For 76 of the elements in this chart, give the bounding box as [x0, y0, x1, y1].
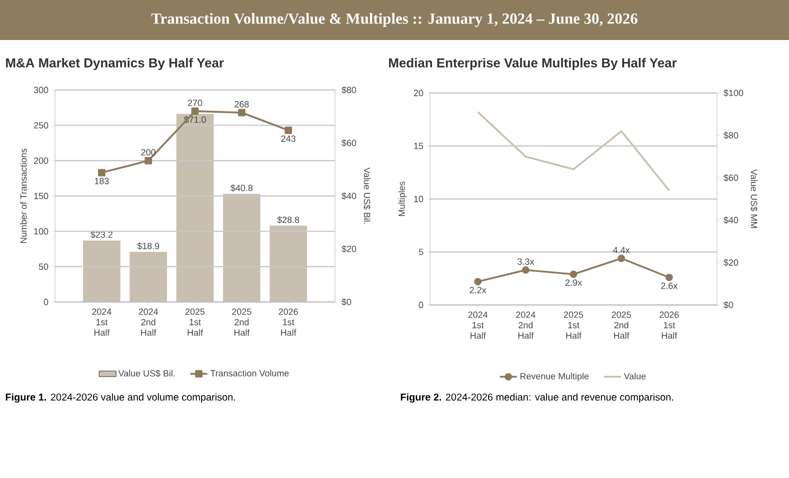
y2-tick-label: $40: [342, 192, 356, 200]
data-label: $28.8: [277, 216, 300, 224]
data-label: 270: [188, 100, 202, 106]
text: Transaction Volume/Value & Multiples :: January 1, 2024 – June 30, 2026: [151, 12, 638, 28]
y-tick-label: 15: [414, 142, 424, 150]
data-label: 183: [94, 178, 109, 184]
legend-label: Value US$ Bil.: [118, 370, 175, 378]
legend-label: Value: [624, 372, 646, 380]
y2-tick-label: $80: [724, 132, 738, 140]
bar: [83, 240, 120, 302]
legend-label: Transaction Volume: [210, 370, 289, 376]
text: Figure 1. 2024-2026 value and volume comparison.: [6, 393, 235, 403]
text: Figure 2. 2024-2026 median: value and revenue comparison.: [400, 393, 674, 403]
data-label: $23.2: [90, 231, 112, 238]
point: [98, 168, 106, 176]
y2-tick-label: $20: [724, 258, 738, 266]
y-tick-label: 250: [34, 122, 48, 128]
y-tick-label: 20: [414, 90, 424, 96]
x-tick-label: 2024 1st Half: [468, 312, 488, 339]
point: [191, 107, 199, 115]
point: [665, 274, 673, 282]
y2-axis-title: Value US$ MM: [750, 169, 758, 228]
data-label: $40.8: [230, 184, 252, 192]
y2-tick-label: $0: [342, 298, 352, 306]
bar: [130, 252, 168, 302]
x-tick-label: 2024 2nd Half: [516, 312, 536, 339]
data-label: 2.2x: [470, 286, 486, 294]
y-tick-label: 10: [414, 196, 424, 202]
y2-tick-label: $80: [342, 86, 356, 94]
x-tick-label: 2024 2nd Half: [138, 308, 158, 336]
x-tick-label: 2026 1st Half: [278, 308, 298, 336]
data-label: 3.3x: [518, 258, 534, 265]
x-tick-label: 2026 1st Half: [660, 312, 679, 339]
y2-axis-title: Value US$ Bil.: [363, 167, 371, 224]
data-label: 2.9x: [565, 279, 582, 286]
y-tick-label: 0: [418, 302, 424, 308]
x-tick-label: 2025 1st Half: [185, 308, 205, 336]
x-tick-label: 2024 1st Half: [92, 308, 112, 336]
point: [144, 156, 152, 164]
y-tick-label: 0: [44, 298, 48, 306]
y2-tick-label: $60: [724, 174, 738, 182]
chart-title: Median Enterprise Value Multiples By Half Year: [389, 58, 677, 70]
legend-label: Revenue Multiple: [520, 372, 589, 382]
y-axis-title: Number of Transactions: [20, 148, 27, 243]
point: [570, 270, 578, 278]
y-tick-label: 300: [34, 86, 48, 94]
y2-tick-label: $40: [724, 216, 738, 224]
line-series: [476, 111, 670, 192]
x-tick-label: 2025 1st Half: [564, 312, 584, 339]
y-tick-label: 100: [34, 228, 48, 234]
y2-tick-label: $60: [342, 139, 356, 147]
chart-title: M&A Market Dynamics By Half Year: [6, 58, 224, 70]
point: [474, 278, 482, 286]
y-tick-label: 200: [34, 157, 48, 164]
y2-tick-label: $20: [342, 245, 356, 253]
bar: [176, 114, 214, 302]
y-axis-title: Multiples: [398, 182, 407, 216]
data-label: 2.6x: [661, 282, 678, 289]
x-tick-label: 2025 2nd Half: [232, 308, 252, 336]
point: [284, 126, 292, 134]
y2-tick-label: $0: [724, 301, 734, 309]
data-label: 268: [234, 101, 249, 108]
point: [618, 254, 626, 262]
data-label: 200: [141, 149, 156, 156]
data-label: $18.9: [137, 242, 160, 250]
y2-tick-label: $100: [724, 89, 744, 97]
data-label: 243: [281, 135, 296, 142]
point: [522, 266, 530, 274]
point: [238, 108, 246, 116]
y-tick-label: 150: [34, 192, 48, 200]
y-tick-label: 50: [38, 263, 48, 270]
y-tick-label: 5: [418, 248, 424, 256]
x-tick-label: 2025 2nd Half: [612, 312, 631, 339]
bar: [223, 194, 260, 302]
bar: [270, 226, 308, 302]
data-label: 4.4x: [613, 246, 630, 254]
